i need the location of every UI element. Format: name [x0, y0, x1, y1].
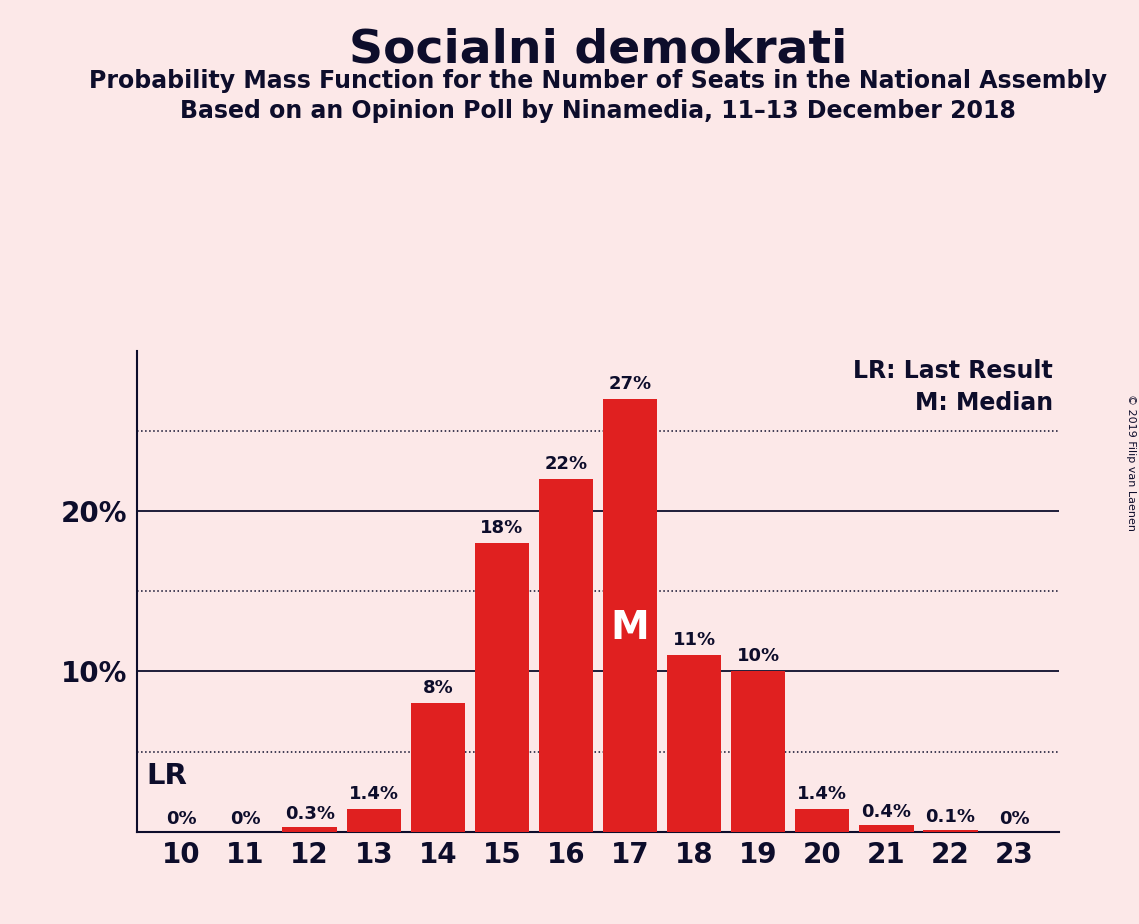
Text: 0.4%: 0.4%	[861, 803, 911, 821]
Text: 10%: 10%	[737, 647, 780, 665]
Bar	[475, 543, 530, 832]
Text: Based on an Opinion Poll by Ninamedia, 11–13 December 2018: Based on an Opinion Poll by Ninamedia, 1…	[180, 99, 1016, 123]
Bar	[282, 827, 337, 832]
Text: 1.4%: 1.4%	[797, 784, 847, 803]
Text: LR: Last Result: LR: Last Result	[853, 359, 1052, 383]
Text: 27%: 27%	[608, 375, 652, 393]
Text: 1.4%: 1.4%	[349, 784, 399, 803]
Bar	[346, 809, 401, 832]
Text: Probability Mass Function for the Number of Seats in the National Assembly: Probability Mass Function for the Number…	[89, 69, 1107, 93]
Text: © 2019 Filip van Laenen: © 2019 Filip van Laenen	[1126, 394, 1136, 530]
Bar	[410, 703, 465, 832]
Bar	[795, 809, 850, 832]
Text: 0.1%: 0.1%	[925, 808, 975, 826]
Bar	[731, 672, 786, 832]
Bar	[923, 830, 977, 832]
Text: 0%: 0%	[230, 809, 261, 828]
Bar	[859, 825, 913, 832]
Text: 11%: 11%	[672, 631, 715, 649]
Text: 0%: 0%	[166, 809, 197, 828]
Text: M: Median: M: Median	[915, 391, 1052, 415]
Bar	[666, 655, 721, 832]
Text: M: M	[611, 609, 649, 648]
Text: 0.3%: 0.3%	[285, 805, 335, 822]
Text: 8%: 8%	[423, 679, 453, 697]
Text: 18%: 18%	[481, 519, 524, 537]
Text: 0%: 0%	[999, 809, 1030, 828]
Text: LR: LR	[146, 761, 187, 789]
Bar	[603, 399, 657, 832]
Text: Socialni demokrati: Socialni demokrati	[349, 28, 847, 73]
Text: 22%: 22%	[544, 455, 588, 473]
Bar	[539, 480, 593, 832]
